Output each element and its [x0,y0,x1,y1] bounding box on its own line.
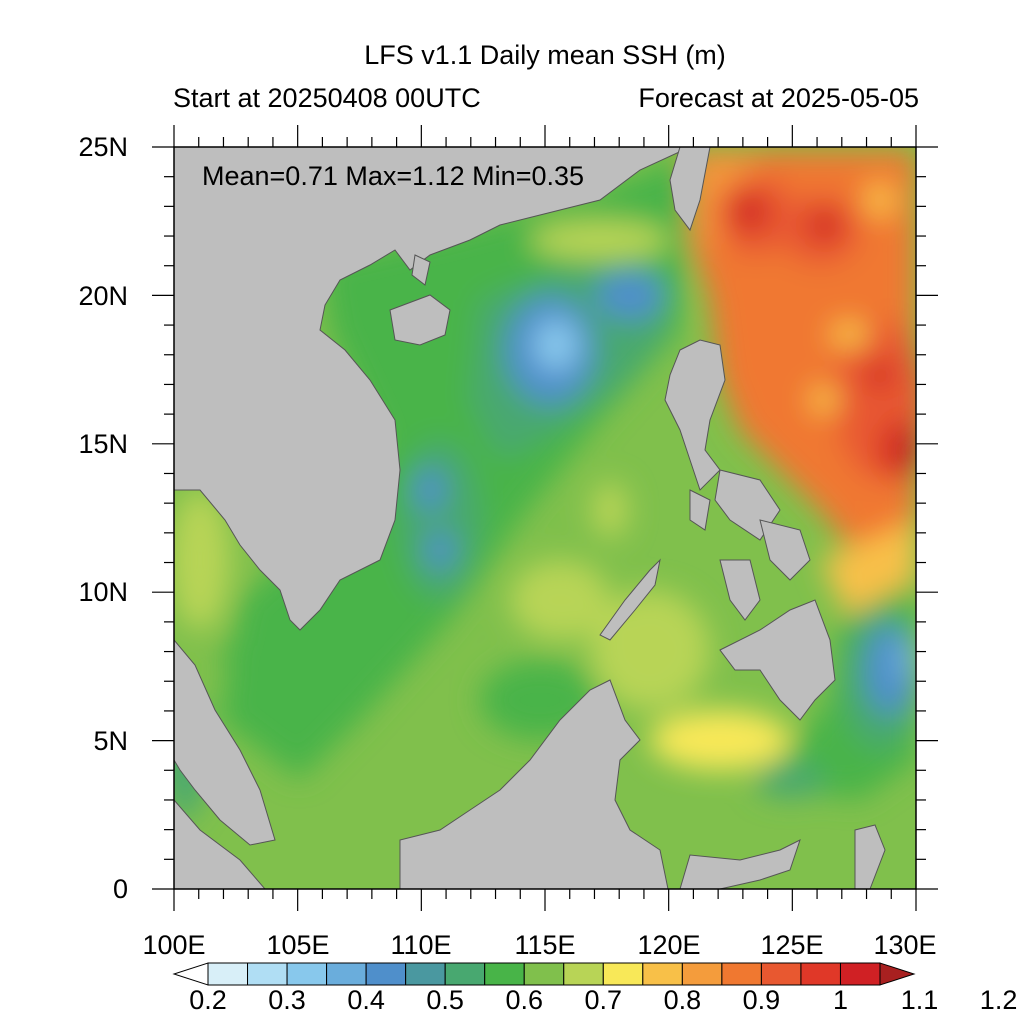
axis-ticks [152,125,938,911]
colorbar-box [760,962,802,986]
colorbar-label: 0.8 [663,985,702,1015]
colorbar-box [523,962,565,986]
x-tick-label: 125E [760,930,824,960]
y-tick-label: 5N [93,726,128,756]
colorbar-box [484,962,525,986]
colorbar-box [800,962,841,986]
y-tick-label: 25N [78,132,128,162]
forecast-time-label: Forecast at 2025-05-05 [638,83,919,113]
colorbar-box [681,962,723,986]
start-time-label: Start at 20250408 00UTC [173,83,481,113]
colorbar-box [247,962,288,986]
colorbar-box [444,962,486,986]
map-title: LFS v1.1 Daily mean SSH (m) [364,40,726,70]
colorbar-label: 1.1 [900,985,939,1015]
y-tick-label: 20N [78,281,128,311]
x-tick-label: 105E [266,930,330,960]
colorbar-box [207,962,249,986]
x-tick-label: 115E [514,930,576,960]
colorbar [172,962,916,986]
colorbar-label: 0.7 [584,985,623,1015]
colorbar-label: 0.5 [426,985,464,1015]
x-tick-label: 100E [142,930,206,960]
colorbar-box [365,962,407,986]
stats-label: Mean=0.71 Max=1.12 Min=0.35 [202,161,585,191]
colorbar-label: 0.2 [189,985,227,1015]
colorbar-max-arrow [879,962,916,986]
colorbar-box [602,962,644,986]
y-tick-label: 0 [112,874,128,904]
colorbar-box [326,962,367,986]
x-tick-label: 130E [873,930,937,960]
x-tick-label: 120E [637,930,701,960]
land [174,147,886,889]
colorbar-box [563,962,604,986]
colorbar-box [721,962,762,986]
colorbar-box [286,962,328,986]
ssh-contours [174,150,916,820]
colorbar-box [642,962,683,986]
colorbar-label: 0.6 [505,985,544,1015]
map-field [174,147,916,889]
y-tick-label: 10N [78,577,128,607]
colorbar-label: 0.3 [268,985,306,1015]
colorbar-label: 1.2 [979,985,1018,1015]
colorbar-min-arrow [172,962,209,986]
x-tick-label: 110E [390,930,452,960]
y-tick-label: 15N [78,429,128,459]
colorbar-box [405,962,446,986]
colorbar-box [839,962,881,986]
colorbar-label: 1 [832,985,848,1015]
colorbar-label: 0.9 [742,985,781,1015]
colorbar-label: 0.4 [347,985,385,1015]
